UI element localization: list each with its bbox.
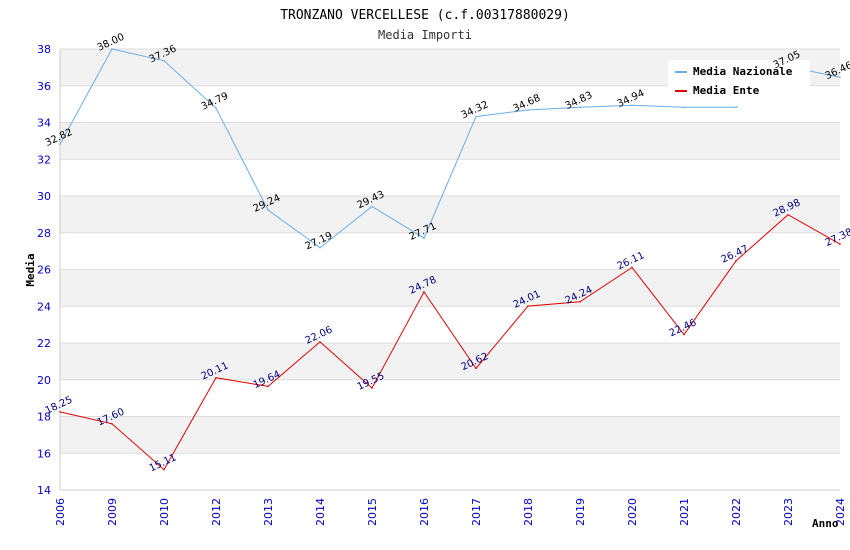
legend-box: [668, 60, 810, 106]
x-tick-label: 2013: [262, 498, 275, 526]
data-point: [735, 106, 737, 109]
y-tick-label: 14: [37, 484, 51, 497]
grid-band: [60, 306, 840, 343]
y-tick-label: 18: [37, 411, 51, 424]
chart-subtitle: Media Importi: [378, 28, 472, 42]
y-tick-label: 22: [37, 337, 51, 350]
grid-lines: [59, 48, 840, 491]
x-tick-label: 2020: [626, 498, 639, 526]
y-tick-label: 34: [37, 117, 51, 130]
series-line-nazionale: [59, 48, 841, 249]
data-point: [111, 48, 113, 50]
y-tick-label: 30: [37, 190, 51, 203]
x-tick-label: 2012: [210, 498, 223, 526]
data-point: [735, 260, 737, 262]
x-tick-label: 2006: [54, 498, 67, 526]
data-point: [787, 213, 789, 216]
x-axis-ticks: 2006 2009 2010 2012 2013 2014 2015 2016 2017 2018…: [54, 498, 847, 526]
legend-label-ente: Media Ente: [693, 84, 760, 97]
x-tick-label: 2023: [782, 498, 795, 526]
data-point: [683, 333, 685, 336]
chart-title: TRONZANO VERCELLESE (c.f.00317880029): [280, 8, 570, 23]
x-tick-label: 2018: [522, 498, 535, 526]
grid-band: [60, 269, 840, 307]
x-tick-label: 2010: [158, 498, 171, 526]
series-line-ente: [59, 214, 841, 471]
data-point: [215, 107, 217, 109]
grid-band: [60, 379, 840, 417]
data-point: [371, 387, 373, 389]
data-point: [475, 367, 477, 370]
data-point: [631, 266, 633, 269]
y-tick-label: 38: [37, 43, 51, 56]
grid-band: [60, 416, 840, 454]
y-tick-label: 26: [37, 264, 51, 277]
x-tick-label: 2009: [106, 498, 119, 526]
data-point: [267, 385, 269, 388]
y-axis-ticks: 14 16 18 20 22 24 26 28 30 32 34 36 38: [37, 43, 51, 497]
data-point: [475, 115, 477, 118]
x-tick-label: 2017: [470, 498, 483, 526]
grid-bands: [60, 49, 840, 490]
y-tick-label: 32: [37, 153, 51, 166]
data-point: [631, 104, 633, 107]
data-point: [579, 301, 581, 303]
data-point: [215, 376, 217, 379]
legend-label-nazionale: Media Nazionale: [693, 65, 793, 78]
data-point: [423, 237, 425, 239]
data-point: [59, 411, 61, 413]
data-point: [371, 205, 373, 208]
data-point: [267, 209, 269, 211]
grid-band: [60, 343, 840, 380]
x-tick-label: 2015: [366, 498, 379, 526]
y-tick-label: 20: [37, 374, 51, 387]
legend: Media Nazionale Media Ente: [668, 60, 810, 106]
data-point: [319, 246, 321, 249]
data-point: [423, 291, 425, 293]
x-axis-label: Anno: [812, 517, 839, 530]
x-tick-label: 2022: [730, 498, 743, 526]
y-axis-label: Media: [24, 253, 37, 286]
x-tick-label: 2021: [678, 498, 691, 526]
grid-band: [60, 232, 840, 270]
data-point: [839, 243, 841, 245]
grid-band: [60, 196, 840, 233]
data-point: [527, 109, 529, 111]
data-point: [579, 106, 581, 109]
y-tick-label: 28: [37, 227, 51, 240]
series-lines: [59, 48, 841, 471]
data-point: [59, 143, 61, 145]
grid-band: [60, 122, 840, 160]
data-point: [527, 305, 529, 307]
data-point: [163, 59, 165, 62]
data-point: [163, 468, 165, 471]
y-tick-label: 24: [37, 300, 51, 313]
data-point: [319, 341, 321, 343]
data-point: [839, 76, 841, 79]
x-tick-label: 2024: [834, 498, 847, 526]
x-tick-label: 2016: [418, 498, 431, 526]
data-point: [111, 423, 113, 425]
grid-band: [60, 453, 840, 490]
y-tick-label: 16: [37, 447, 51, 460]
y-tick-label: 36: [37, 80, 51, 93]
data-point: [683, 106, 685, 109]
x-tick-label: 2019: [574, 498, 587, 526]
x-tick-label: 2014: [314, 498, 327, 526]
